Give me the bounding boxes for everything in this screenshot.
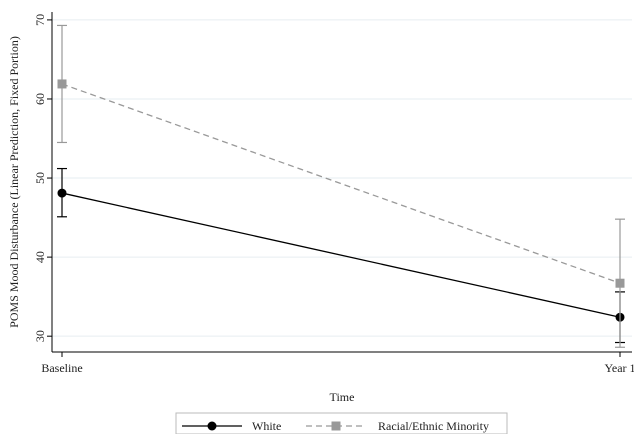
series-line <box>61 83 621 284</box>
y-tick-label: 40 <box>33 251 47 263</box>
series-line <box>61 192 621 318</box>
series-white <box>57 167 625 344</box>
legend-marker <box>207 421 217 431</box>
legend-items: White Racial/Ethnic Minority <box>182 419 489 433</box>
y-tick-label: 30 <box>33 330 47 342</box>
legend: White Racial/Ethnic Minority <box>175 412 508 434</box>
x-tick-label: Baseline <box>41 361 82 375</box>
data-point <box>57 188 67 198</box>
legend-label: Racial/Ethnic Minority <box>378 419 489 433</box>
data-point <box>57 79 67 89</box>
x-axis-title: Time <box>330 390 355 404</box>
legend-item: Racial/Ethnic Minority <box>306 419 489 433</box>
y-axis-title: POMS Mood Disturbance (Linear Prediction… <box>7 36 21 328</box>
series-racial-ethnic-minority <box>57 24 625 348</box>
y-tick-label: 50 <box>33 172 47 184</box>
series-layer <box>57 24 625 348</box>
legend-marker <box>331 421 341 431</box>
x-axis-ticks: Baseline Year 1 <box>41 352 634 375</box>
x-tick-label: Year 1 <box>604 361 634 375</box>
data-point <box>615 278 625 288</box>
y-tick-label: 70 <box>33 14 47 26</box>
gridlines <box>52 19 632 337</box>
legend-item: White <box>182 419 281 433</box>
legend-label: White <box>252 419 281 433</box>
y-axis-ticks: 30 40 50 60 70 <box>33 14 52 342</box>
legend-box <box>175 412 508 434</box>
y-tick-label: 60 <box>33 93 47 105</box>
